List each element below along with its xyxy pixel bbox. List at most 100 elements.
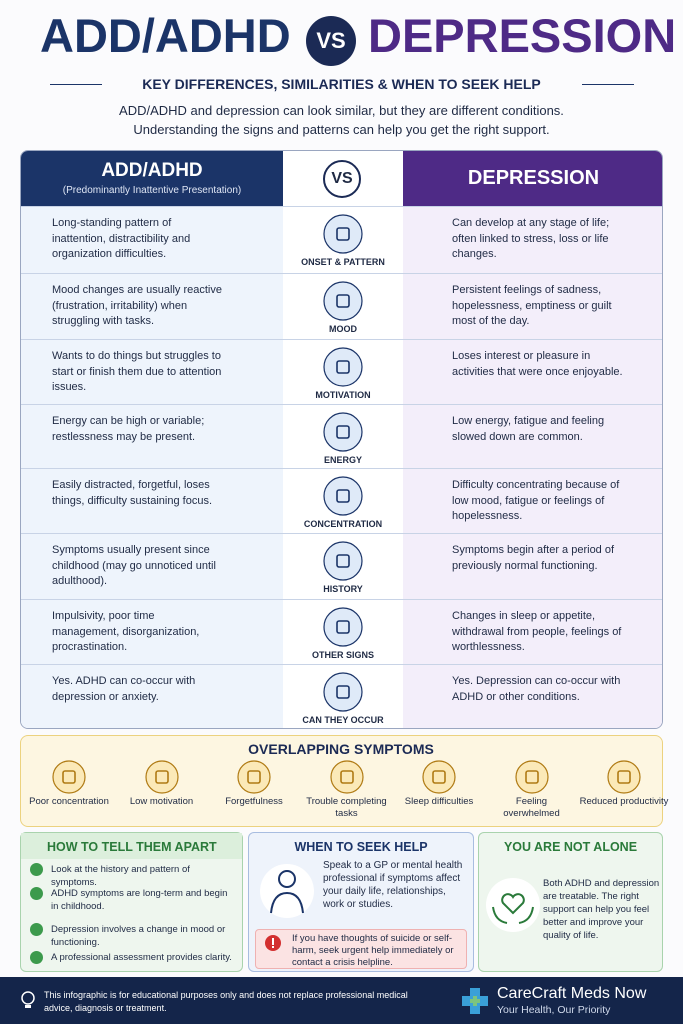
intro-line: ADD/ADHD and depression can look similar… <box>119 103 564 118</box>
topic-label: HISTORY <box>323 584 363 594</box>
row-left-bg <box>21 206 283 273</box>
row-right-bg <box>403 599 662 664</box>
intro-line: Understanding the signs and patterns can… <box>133 122 550 137</box>
tell-apart-title: HOW TO TELL THEM APART <box>47 840 217 854</box>
adhd-text: Wants to do things but struggles to star… <box>52 350 222 393</box>
topic-label: ENERGY <box>323 455 362 465</box>
icon-svg <box>422 760 456 794</box>
topic-label: CONCENTRATION <box>303 519 383 529</box>
check-icon <box>30 863 43 876</box>
topic-label: MOTIVATION <box>315 390 371 400</box>
not-alone-title: YOU ARE NOT ALONE <box>503 840 638 854</box>
icon-svg <box>323 214 363 254</box>
row-left-bg <box>21 468 283 533</box>
disclaimer: This infographic is for educational purp… <box>44 990 408 1013</box>
row-right-bg <box>403 273 662 339</box>
icon <box>607 760 641 799</box>
depression-text: Can develop at any stage of life; often … <box>452 217 610 260</box>
left-title: ADD/ADHD <box>101 160 203 181</box>
topic-label: OTHER SIGNS <box>311 650 374 660</box>
row-right-bg <box>403 664 662 728</box>
seek-help-box: WHEN TO SEEK HELP Speak to a GP or menta… <box>248 832 474 972</box>
right-header: DEPRESSION <box>403 151 662 206</box>
topic-label: ONSET & PATTERN <box>301 257 385 267</box>
depression-text: Low energy, fatigue and feeling slowed d… <box>452 415 605 443</box>
left-header: ADD/ADHD (Predominantly Inattentive Pres… <box>21 151 283 206</box>
subtitle: KEY DIFFERENCES, SIMILARITIES & WHEN TO … <box>142 76 541 92</box>
tell-apart-box: HOW TO TELL THEM APART Look at the histo… <box>20 832 243 972</box>
row-left-bg <box>21 339 283 404</box>
adhd-text: Energy can be high or variable; restless… <box>52 415 205 443</box>
depression-text: Loses interest or pleasure in activities… <box>452 350 623 378</box>
row-right-bg <box>403 533 662 599</box>
rule <box>50 84 102 85</box>
tell-apart-item: Look at the history and pattern of sympt… <box>51 864 190 888</box>
warning-text: If you have thoughts of suicide or self-… <box>292 933 454 968</box>
icon <box>144 760 179 799</box>
row-left-bg <box>21 273 283 339</box>
row-left-bg <box>21 599 283 664</box>
icon <box>323 347 363 392</box>
adhd-text: Long-standing pattern of inattention, di… <box>52 217 191 260</box>
row-right-bg <box>403 404 662 468</box>
icon <box>422 760 456 799</box>
overlap-item: Low motivation <box>129 796 194 807</box>
tell-apart-item: A professional assessment provides clari… <box>51 952 232 963</box>
overlap-item: Reduced productivity <box>579 796 669 807</box>
adhd-text: Symptoms usually present since childhood… <box>52 544 216 587</box>
row-right-bg <box>403 206 662 273</box>
comparison-table: ADD/ADHD (Predominantly Inattentive Pres… <box>20 150 663 729</box>
icon <box>323 541 363 586</box>
check-icon <box>30 887 43 900</box>
icon <box>323 281 363 326</box>
depression-text: Difficulty concentrating because of low … <box>452 479 620 522</box>
icon <box>323 476 363 521</box>
row-right-bg <box>403 339 662 404</box>
icon-svg <box>323 412 363 452</box>
icon-svg <box>607 760 641 794</box>
not-alone-text: Both ADHD and depression are treatable. … <box>543 878 660 941</box>
icon-svg <box>323 541 363 581</box>
adhd-text: Easily distracted, forgetful, loses thin… <box>52 479 212 507</box>
title-left: ADD/ADHD <box>40 9 291 62</box>
adhd-text: Mood changes are usually reactive (frust… <box>52 284 222 327</box>
icon-svg <box>144 760 179 794</box>
adhd-text: Impulsivity, poor time management, disor… <box>52 610 200 653</box>
bulb-icon <box>21 991 35 1008</box>
title-right: DEPRESSION <box>368 9 677 62</box>
tell-apart-head <box>21 833 242 859</box>
table-vs: VS <box>323 160 361 198</box>
depression-text: Persistent feelings of sadness, hopeless… <box>452 284 612 327</box>
icon <box>329 760 364 799</box>
warning-icon <box>265 935 281 951</box>
warning-box: If you have thoughts of suicide or self-… <box>255 929 467 969</box>
depression-text: Symptoms begin after a period of previou… <box>452 544 615 572</box>
overlap-item: Trouble completing tasks <box>306 796 387 819</box>
not-alone-box: YOU ARE NOT ALONE Both ADHD and depressi… <box>478 832 663 972</box>
icon <box>323 412 363 457</box>
icon-svg <box>323 672 363 712</box>
rule <box>582 84 634 85</box>
icon-svg <box>323 476 363 516</box>
icon-svg <box>514 760 549 794</box>
overlap-title: OVERLAPPING SYMPTOMS <box>248 741 434 757</box>
topic-label: MOOD <box>329 324 357 334</box>
icon <box>323 607 363 652</box>
icon <box>323 214 363 259</box>
icon <box>514 760 549 799</box>
overlap-item: Poor concentration <box>29 796 109 807</box>
icon-svg <box>323 347 363 387</box>
overlap-item: Forgetfulness <box>225 796 283 807</box>
vs-badge: VS <box>306 16 356 66</box>
tagline: Your Health, Our Priority <box>497 1004 611 1016</box>
intro: ADD/ADHD and depression can look similar… <box>20 101 663 139</box>
overlap-item: Sleep difficulties <box>404 796 474 807</box>
brand: CareCraft Meds Now <box>497 985 647 1002</box>
doctor-icon <box>260 864 314 918</box>
icon-svg <box>323 607 363 647</box>
footer: This infographic is for educational purp… <box>0 977 683 1024</box>
left-subtitle: (Predominantly Inattentive Presentation) <box>62 185 242 196</box>
icon <box>52 760 86 799</box>
row-left-bg <box>21 533 283 599</box>
